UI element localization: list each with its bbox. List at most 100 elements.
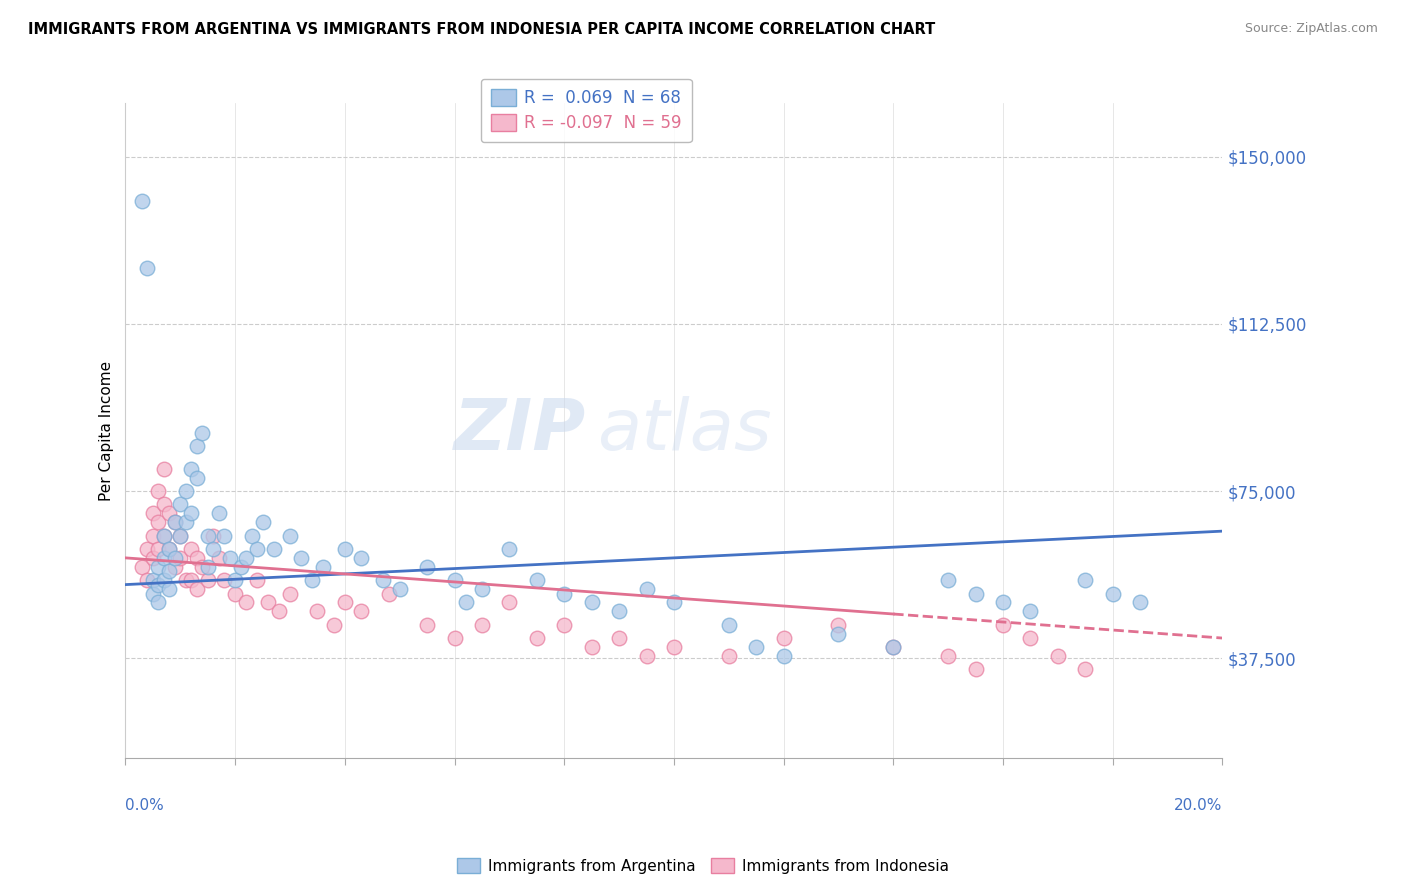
Point bbox=[174, 515, 197, 529]
Point bbox=[257, 595, 280, 609]
Point bbox=[148, 577, 170, 591]
Point bbox=[148, 559, 170, 574]
Text: IMMIGRANTS FROM ARGENTINA VS IMMIGRANTS FROM INDONESIA PER CAPITA INCOME CORRELA: IMMIGRANTS FROM ARGENTINA VS IMMIGRANTS … bbox=[28, 22, 935, 37]
Point bbox=[581, 595, 603, 609]
Point bbox=[157, 564, 180, 578]
Point bbox=[163, 559, 186, 574]
Point bbox=[991, 595, 1014, 609]
Point bbox=[148, 483, 170, 498]
Legend: Immigrants from Argentina, Immigrants from Indonesia: Immigrants from Argentina, Immigrants fr… bbox=[451, 852, 955, 880]
Point bbox=[416, 559, 439, 574]
Point bbox=[471, 582, 494, 596]
Point bbox=[350, 604, 373, 618]
Text: ZIP: ZIP bbox=[454, 396, 586, 466]
Point bbox=[186, 440, 208, 454]
Point bbox=[153, 550, 176, 565]
Point bbox=[377, 586, 399, 600]
Point bbox=[772, 631, 794, 645]
Point bbox=[827, 626, 849, 640]
Point bbox=[131, 194, 153, 209]
Point bbox=[772, 648, 794, 663]
Point bbox=[218, 550, 240, 565]
Point bbox=[142, 586, 165, 600]
Point bbox=[153, 528, 176, 542]
Point bbox=[163, 515, 186, 529]
Point bbox=[153, 528, 176, 542]
Point bbox=[136, 541, 159, 556]
Point bbox=[157, 541, 180, 556]
Point bbox=[1019, 631, 1042, 645]
Point bbox=[498, 595, 520, 609]
Point bbox=[443, 631, 465, 645]
Point bbox=[1101, 586, 1123, 600]
Point bbox=[322, 617, 344, 632]
Point bbox=[186, 582, 208, 596]
Point bbox=[202, 541, 225, 556]
Point bbox=[717, 648, 740, 663]
Point bbox=[224, 573, 246, 587]
Point bbox=[498, 541, 520, 556]
Point bbox=[229, 559, 252, 574]
Point bbox=[153, 462, 176, 476]
Point bbox=[174, 573, 197, 587]
Point bbox=[148, 541, 170, 556]
Point bbox=[180, 541, 202, 556]
Point bbox=[148, 595, 170, 609]
Point bbox=[301, 573, 323, 587]
Point bbox=[526, 631, 548, 645]
Point bbox=[148, 515, 170, 529]
Point bbox=[131, 559, 153, 574]
Point bbox=[333, 541, 356, 556]
Point bbox=[965, 586, 987, 600]
Point bbox=[312, 559, 335, 574]
Point bbox=[163, 515, 186, 529]
Point bbox=[882, 640, 904, 654]
Text: Source: ZipAtlas.com: Source: ZipAtlas.com bbox=[1244, 22, 1378, 36]
Point bbox=[263, 541, 285, 556]
Point bbox=[169, 528, 191, 542]
Point bbox=[827, 617, 849, 632]
Point bbox=[662, 640, 685, 654]
Point bbox=[191, 559, 214, 574]
Point bbox=[153, 573, 176, 587]
Text: 0.0%: 0.0% bbox=[125, 797, 165, 813]
Point bbox=[290, 550, 312, 565]
Point bbox=[186, 550, 208, 565]
Point bbox=[142, 550, 165, 565]
Point bbox=[350, 550, 373, 565]
Text: atlas: atlas bbox=[598, 396, 772, 466]
Point bbox=[208, 550, 231, 565]
Point bbox=[142, 573, 165, 587]
Point bbox=[202, 528, 225, 542]
Point bbox=[1019, 604, 1042, 618]
Point bbox=[180, 506, 202, 520]
Point bbox=[1074, 662, 1097, 676]
Point bbox=[235, 550, 257, 565]
Point bbox=[142, 528, 165, 542]
Point bbox=[197, 573, 219, 587]
Point bbox=[186, 471, 208, 485]
Point bbox=[180, 573, 202, 587]
Point bbox=[553, 617, 575, 632]
Point bbox=[278, 528, 301, 542]
Point bbox=[373, 573, 395, 587]
Point bbox=[180, 462, 202, 476]
Point bbox=[636, 582, 658, 596]
Point bbox=[169, 528, 191, 542]
Point bbox=[526, 573, 548, 587]
Point bbox=[174, 483, 197, 498]
Point bbox=[197, 559, 219, 574]
Point bbox=[224, 586, 246, 600]
Point bbox=[581, 640, 603, 654]
Point bbox=[169, 497, 191, 511]
Point bbox=[157, 506, 180, 520]
Point bbox=[662, 595, 685, 609]
Point bbox=[965, 662, 987, 676]
Point bbox=[157, 582, 180, 596]
Point bbox=[267, 604, 290, 618]
Point bbox=[153, 497, 176, 511]
Point bbox=[717, 617, 740, 632]
Point bbox=[1046, 648, 1069, 663]
Legend: R =  0.069  N = 68, R = -0.097  N = 59: R = 0.069 N = 68, R = -0.097 N = 59 bbox=[481, 79, 692, 142]
Point bbox=[1074, 573, 1097, 587]
